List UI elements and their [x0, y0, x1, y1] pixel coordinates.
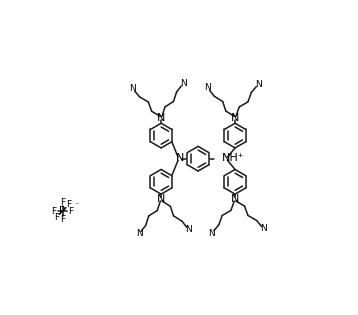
Text: N: N	[204, 83, 211, 92]
Text: N: N	[180, 79, 187, 88]
Text: F: F	[66, 200, 71, 209]
Text: P: P	[59, 206, 66, 216]
Text: N: N	[231, 113, 239, 123]
Text: N: N	[208, 229, 215, 238]
Text: N: N	[136, 229, 142, 238]
Text: F: F	[52, 207, 57, 215]
Text: ⁻: ⁻	[74, 200, 79, 209]
Text: N: N	[231, 194, 239, 204]
Text: N: N	[157, 194, 165, 204]
Text: N: N	[175, 153, 184, 163]
Text: N: N	[157, 113, 165, 123]
Text: NH⁺: NH⁺	[222, 153, 245, 163]
Text: F: F	[60, 198, 65, 207]
Text: N: N	[185, 225, 192, 234]
Text: F: F	[54, 213, 59, 222]
Text: N: N	[129, 84, 136, 93]
Text: N: N	[255, 80, 262, 89]
Text: F: F	[60, 215, 65, 224]
Text: F: F	[68, 207, 74, 215]
Text: N: N	[260, 224, 267, 233]
